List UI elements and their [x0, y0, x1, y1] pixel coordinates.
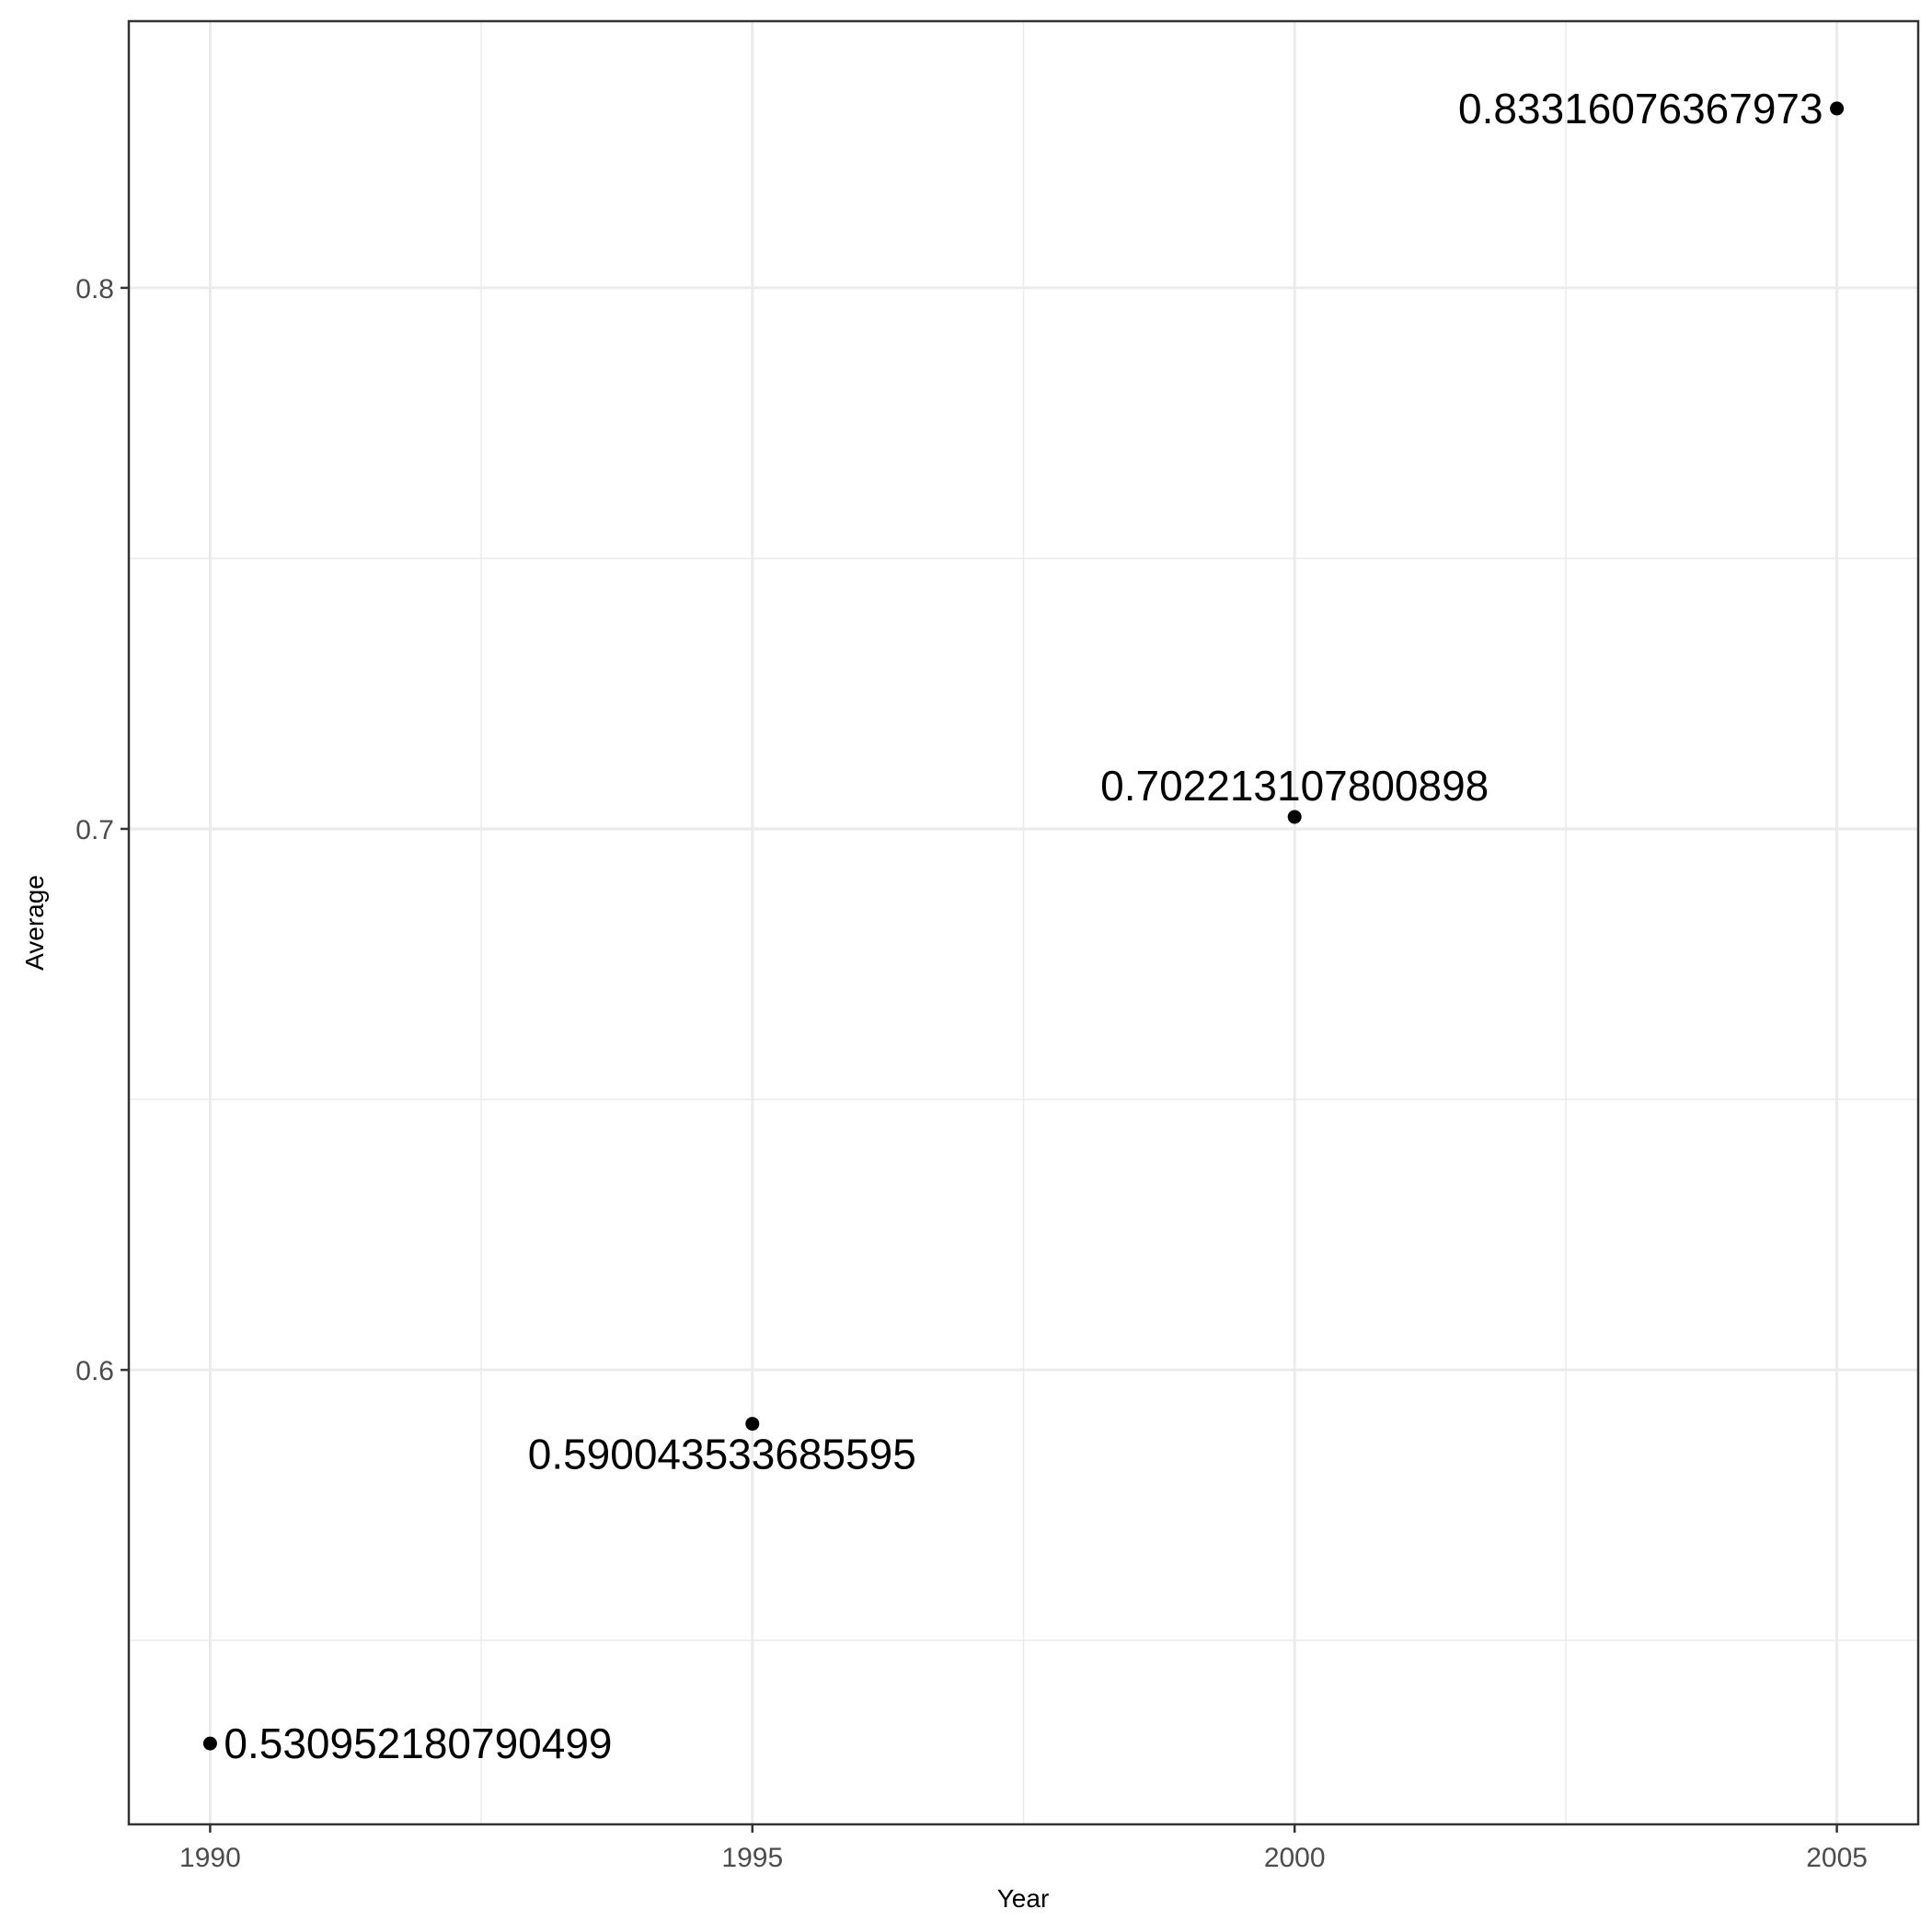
x-tick-label: 1990 [179, 1843, 241, 1873]
y-tick-label: 0.8 [75, 274, 114, 305]
data-label: 0.590043533685595 [528, 1431, 916, 1478]
x-axis-title: Year [997, 1884, 1050, 1913]
x-tick-label: 1995 [721, 1843, 783, 1873]
data-point [1287, 810, 1302, 824]
y-axis: 0.6 0.7 0.8 [75, 274, 129, 1386]
data-labels: 0.530952180790499 0.590043533685595 0.7022… [224, 85, 1823, 1767]
data-points [202, 101, 1845, 1751]
data-label: 0.83316076367973 [1458, 85, 1823, 132]
minor-gridlines [129, 21, 1918, 1824]
data-point [1830, 101, 1845, 116]
major-gridlines [129, 21, 1918, 1824]
y-tick-label: 0.6 [75, 1356, 114, 1386]
y-tick-label: 0.7 [75, 815, 114, 845]
y-axis-title: Average [20, 875, 49, 971]
x-tick-label: 2000 [1264, 1843, 1326, 1873]
x-axis: 1990 1995 2000 2005 [179, 1824, 1868, 1873]
x-tick-label: 2005 [1806, 1843, 1868, 1873]
data-point [745, 1417, 760, 1432]
data-label: 0.702213107800898 [1100, 762, 1489, 810]
data-point [202, 1736, 217, 1751]
data-label: 0.530952180790499 [224, 1719, 612, 1767]
plot-panel-border [127, 19, 1920, 1826]
